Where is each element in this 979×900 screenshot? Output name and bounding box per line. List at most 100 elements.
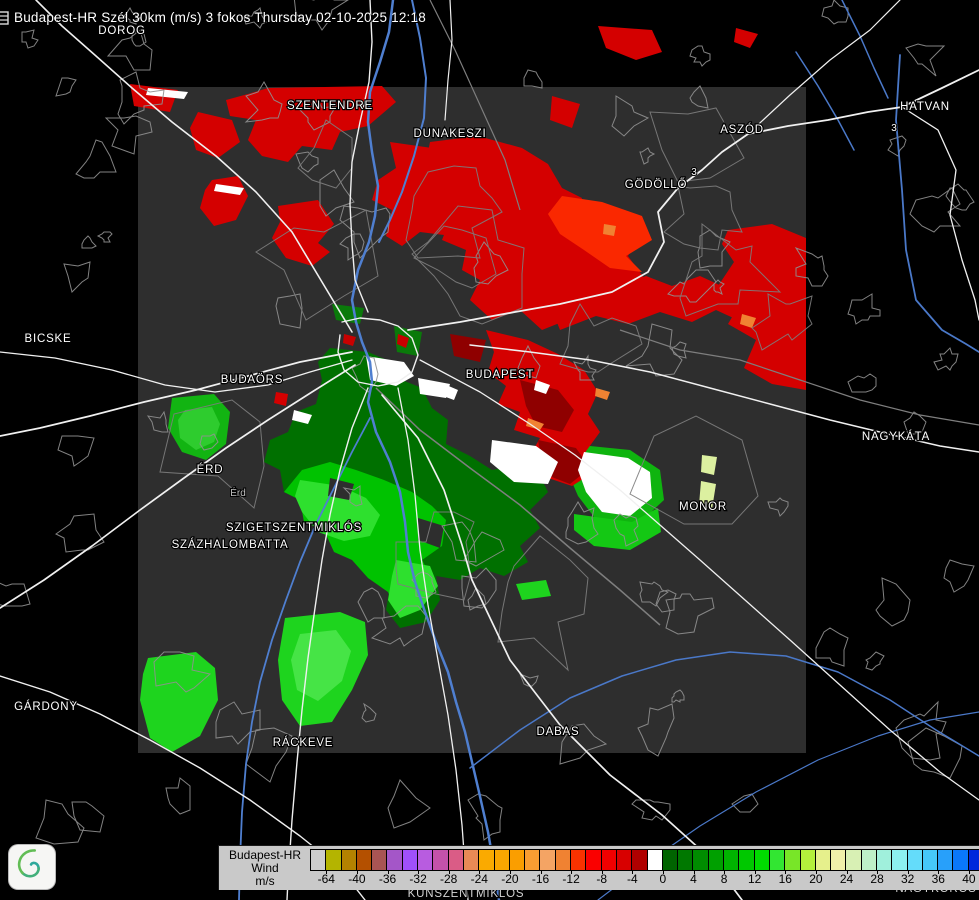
- legend-tick-label: 36: [931, 872, 945, 886]
- radar-echo: [595, 388, 610, 400]
- road: [349, 0, 373, 313]
- legend-cell: [402, 850, 418, 870]
- legend-color-bar: [310, 849, 979, 871]
- legend-tick-label: -32: [409, 872, 427, 886]
- road: [337, 317, 419, 387]
- legend-tick-label: 32: [901, 872, 915, 886]
- radar-echo: [295, 480, 380, 541]
- legend-cell: [433, 850, 448, 870]
- settlement-outline: [299, 99, 337, 131]
- radar-echo: [526, 418, 544, 430]
- legend-cell: [953, 850, 968, 870]
- settlement-outline: [293, 0, 349, 31]
- legend-cell: [311, 850, 326, 870]
- city-label: SZÁZHALOMBATTA: [172, 538, 289, 551]
- settlement-outline: [57, 435, 95, 467]
- city-label: ÉRD: [197, 463, 224, 476]
- legend-tick: [418, 870, 420, 874]
- settlement-outline: [165, 777, 191, 815]
- settlement-outline: [847, 293, 881, 325]
- settlement-outline: [81, 235, 97, 249]
- radar-echo: [734, 28, 758, 48]
- legend-cell: [754, 850, 769, 870]
- radar-echo: [603, 224, 616, 236]
- echo-layer: [130, 26, 806, 752]
- settlement-outline: [35, 799, 85, 845]
- legend-tick: [326, 870, 328, 874]
- legend-cell: [785, 850, 800, 870]
- river: [841, 0, 889, 99]
- road: [397, 387, 469, 900]
- settlement-outline: [357, 587, 385, 623]
- legend-tick-label: 20: [809, 872, 823, 886]
- legend-tick: [571, 870, 573, 874]
- legend-tick: [877, 870, 879, 874]
- legend-tick-label: -12: [562, 872, 580, 886]
- settlement-outline: [559, 723, 608, 765]
- settlement-outline: [671, 689, 685, 703]
- settlement-outline: [565, 501, 599, 545]
- road: [469, 344, 979, 453]
- settlement-outline: [573, 354, 597, 381]
- legend-cell: [662, 850, 678, 870]
- legend-cell: [831, 850, 846, 870]
- settlement-outline: [559, 302, 643, 373]
- legend-tick: [632, 870, 634, 874]
- legend-cell: [708, 850, 724, 870]
- settlement-outline: [713, 279, 725, 295]
- legend-tick-label: -8: [596, 872, 608, 886]
- legend-cell: [861, 850, 876, 870]
- settlement-outline: [441, 521, 477, 563]
- legend-tick-label: -28: [440, 872, 458, 886]
- legend-tick-label: 12: [748, 872, 762, 886]
- settlement-outline: [649, 107, 745, 183]
- legend-cell: [647, 850, 662, 870]
- road: [444, 0, 453, 121]
- settlement-outline: [215, 701, 261, 745]
- settlement-outline: [96, 231, 113, 243]
- settlement-outline: [75, 139, 117, 179]
- settlement-outline: [945, 183, 975, 211]
- radar-echo: [272, 200, 334, 266]
- legend-cell: [769, 850, 785, 870]
- settlement-outline: [153, 651, 212, 693]
- legend-tick: [693, 870, 695, 874]
- settlement-outline: [55, 513, 105, 553]
- legend-tick-label: -20: [501, 872, 519, 886]
- radar-echo: [372, 142, 474, 246]
- legend-tick-label: -4: [626, 872, 638, 886]
- city-label: RÁCKEVE: [273, 736, 334, 749]
- radar-echo: [516, 580, 551, 600]
- settlement-outline: [629, 415, 759, 525]
- legend-tick: [785, 870, 787, 874]
- settlement-outline: [689, 85, 709, 109]
- legend-tick: [724, 870, 726, 874]
- settlement-outline: [517, 344, 541, 379]
- radar-echo: [388, 560, 438, 618]
- settlement-outline: [106, 29, 153, 71]
- legend-cell: [815, 850, 831, 870]
- legend-cell: [616, 850, 632, 870]
- city-label: BUDAPEST: [466, 369, 534, 381]
- city-label: DABAS: [537, 726, 580, 738]
- radar-echo: [520, 380, 574, 432]
- legend-cell: [678, 850, 693, 870]
- logo-spiral-arc: [29, 861, 40, 871]
- radar-echo: [550, 96, 580, 128]
- river: [795, 51, 855, 151]
- city-label: GÁRDONY: [14, 700, 78, 713]
- settlement-outline: [794, 247, 829, 287]
- hungaromet-logo: [9, 845, 55, 889]
- legend-tick: [601, 870, 603, 874]
- legend-cell: [907, 850, 922, 870]
- legend-cell: [846, 850, 861, 870]
- city-label: DOROG: [98, 25, 145, 37]
- radar-echo: [578, 452, 652, 516]
- radar-echo: [418, 378, 450, 398]
- legend-cell: [724, 850, 739, 870]
- settlement-outline: [473, 241, 509, 285]
- settlement-outline: [339, 233, 365, 261]
- settlement-outline: [411, 205, 525, 325]
- road: [0, 351, 353, 393]
